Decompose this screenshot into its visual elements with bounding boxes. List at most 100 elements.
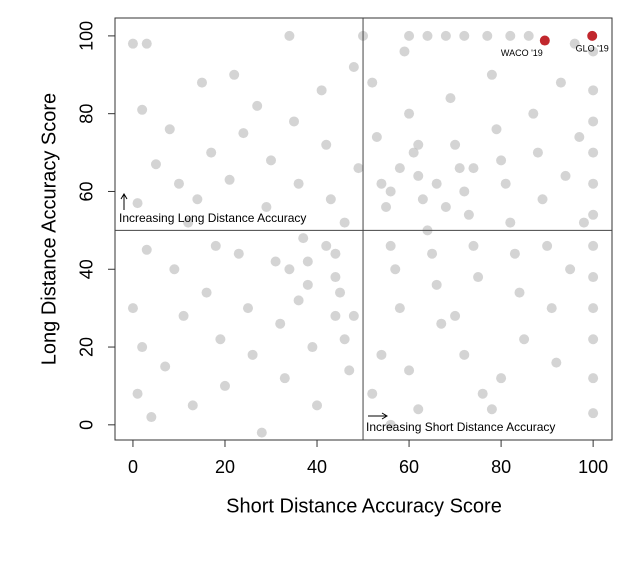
- point: [523, 30, 534, 41]
- point: [463, 209, 474, 220]
- point: [321, 240, 332, 251]
- point: [588, 178, 599, 189]
- point: [219, 380, 230, 391]
- point: [344, 365, 355, 376]
- point: [312, 400, 323, 411]
- point: [528, 108, 539, 119]
- point: [141, 244, 152, 255]
- point: [173, 178, 184, 189]
- point: [486, 404, 497, 415]
- point: [551, 357, 562, 368]
- point: [491, 124, 502, 135]
- point: [169, 264, 180, 275]
- point: [519, 334, 530, 345]
- point: [284, 30, 295, 41]
- point: [293, 178, 304, 189]
- point: [427, 248, 438, 259]
- point: [210, 240, 221, 251]
- point: [422, 30, 433, 41]
- point: [224, 174, 235, 185]
- point: [399, 46, 410, 57]
- point: [367, 388, 378, 399]
- point: [560, 170, 571, 181]
- point: [141, 38, 152, 49]
- point: [316, 85, 327, 96]
- point: [532, 147, 543, 158]
- arrow-head: [120, 193, 128, 200]
- point: [537, 194, 548, 205]
- point: [302, 256, 313, 267]
- x-tick-label: 100: [578, 457, 608, 477]
- point: [266, 155, 277, 166]
- point: [215, 334, 226, 345]
- y-axis-title: Long Distance Accuracy Score: [38, 93, 60, 365]
- point: [293, 295, 304, 306]
- point: [275, 318, 286, 329]
- point: [404, 30, 415, 41]
- y-tick-label: 60: [77, 181, 97, 201]
- point: [588, 272, 599, 283]
- point: [574, 132, 585, 143]
- point: [279, 373, 290, 384]
- point: [588, 240, 599, 251]
- point: [183, 217, 194, 228]
- point: [588, 116, 599, 127]
- point: [417, 194, 428, 205]
- point: [588, 408, 599, 419]
- point: [436, 318, 447, 329]
- point: [132, 198, 143, 209]
- point: [247, 349, 258, 360]
- point: [394, 163, 405, 174]
- point: [482, 30, 493, 41]
- annotation: Increasing Long Distance Accuracy: [119, 211, 306, 225]
- point: [187, 400, 198, 411]
- point: [192, 194, 203, 205]
- point: [404, 365, 415, 376]
- point: [440, 30, 451, 41]
- highlight-point: [587, 30, 598, 41]
- point: [505, 217, 516, 228]
- point: [335, 287, 346, 298]
- point: [514, 287, 525, 298]
- point: [431, 279, 442, 290]
- point: [238, 128, 249, 139]
- point: [431, 178, 442, 189]
- point: [137, 342, 148, 353]
- point: [284, 264, 295, 275]
- point: [298, 233, 309, 244]
- point: [376, 349, 387, 360]
- point: [459, 30, 470, 41]
- point: [348, 310, 359, 321]
- point: [413, 170, 424, 181]
- point: [367, 77, 378, 88]
- point: [252, 100, 263, 111]
- point: [302, 279, 313, 290]
- point: [413, 404, 424, 415]
- annotation: Increasing Short Distance Accuracy: [366, 420, 555, 434]
- point: [242, 303, 253, 314]
- point-label: GLO '19: [576, 43, 609, 53]
- point: [330, 272, 341, 283]
- y-tick-label: 20: [77, 337, 97, 357]
- point: [353, 163, 364, 174]
- point: [509, 248, 520, 259]
- point: [325, 194, 336, 205]
- point: [588, 46, 599, 57]
- point: [307, 342, 318, 353]
- point: [486, 69, 497, 80]
- point: [473, 272, 484, 283]
- point: [201, 287, 212, 298]
- point: [459, 349, 470, 360]
- point: [413, 139, 424, 150]
- point: [445, 93, 456, 104]
- point: [496, 155, 507, 166]
- point: [588, 85, 599, 96]
- x-tick-label: 60: [399, 457, 419, 477]
- point: [137, 104, 148, 115]
- y-tick-label: 0: [77, 420, 97, 430]
- point: [578, 217, 589, 228]
- point: [289, 116, 300, 127]
- point: [588, 147, 599, 158]
- point: [385, 419, 396, 430]
